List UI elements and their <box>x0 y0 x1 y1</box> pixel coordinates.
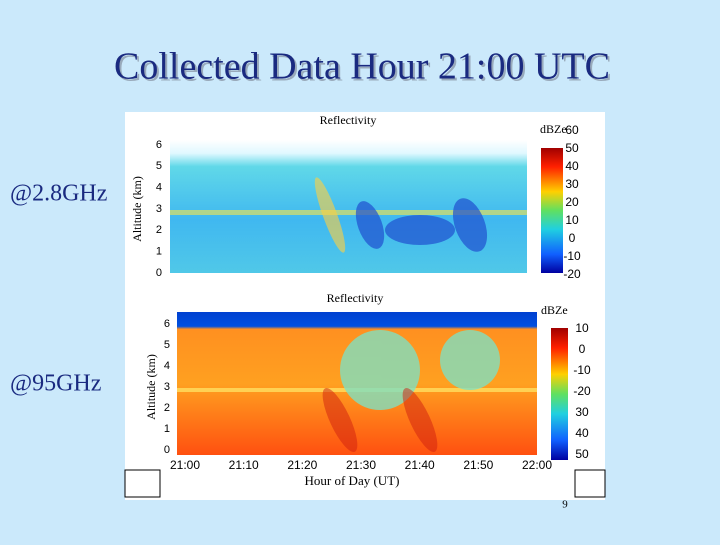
colorbar-label: dBZe <box>540 122 567 136</box>
y-tick-label: 3 <box>156 203 162 215</box>
y-axis-label: Altitude (km) <box>144 354 158 420</box>
page-number: 9 <box>562 499 568 511</box>
box <box>124 469 161 498</box>
y-tick-label: 0 <box>156 267 162 279</box>
x-tick-label: 21:00 <box>170 458 200 472</box>
y-tick-label: 4 <box>164 360 170 372</box>
y-axis-label: Altitude (km) <box>130 176 144 242</box>
box <box>574 469 606 498</box>
colorbar-tick-label: 20 <box>565 195 579 209</box>
title-shadow: Collected Data Hour 21:00 UTC <box>116 48 612 90</box>
bright-band <box>170 210 527 215</box>
colorbar-tick-label: 10 <box>565 213 579 227</box>
colorbar-tick-label: -10 <box>573 363 591 377</box>
colorbar-label: dBZe <box>541 303 568 317</box>
colorbar-tick-label: 40 <box>565 159 579 173</box>
panel-title: Reflectivity <box>320 113 377 127</box>
x-axis-label: Hour of Day (UT) <box>305 473 400 488</box>
colorbar <box>541 148 563 273</box>
colorbar-tick-label: -10 <box>563 249 581 263</box>
y-tick-label: 2 <box>164 402 170 414</box>
radar-streaks <box>340 330 500 410</box>
colorbar <box>551 328 568 460</box>
y-tick-label: 1 <box>164 423 170 435</box>
y-tick-label: 0 <box>164 444 170 456</box>
frequency-label: @2.8GHz <box>10 181 107 207</box>
y-tick-label: 6 <box>164 318 170 330</box>
y-tick-label: 6 <box>156 139 162 151</box>
x-tick-label: 21:20 <box>287 458 317 472</box>
frequency-label: @95GHz <box>10 371 101 397</box>
colorbar-tick-label: 30 <box>575 405 589 419</box>
colorbar-tick-label: -20 <box>563 267 581 281</box>
colorbar-tick-label: -20 <box>573 384 591 398</box>
colorbar-tick-label: 0 <box>579 342 586 356</box>
colorbar-tick-label: 40 <box>575 426 589 440</box>
colorbar-tick-label: 10 <box>575 321 589 335</box>
x-tick-label: 21:50 <box>463 458 493 472</box>
colorbar-tick-label: 50 <box>575 447 589 461</box>
panel-title: Reflectivity <box>327 291 384 305</box>
colorbar-tick-label: 0 <box>569 231 576 245</box>
radar-streaks <box>355 198 488 252</box>
y-tick-label: 5 <box>156 160 162 172</box>
colorbar-tick-label: 50 <box>565 141 579 155</box>
y-tick-label: 1 <box>156 246 162 258</box>
slide-title: Collected Data Hour 21:00 UTC <box>114 46 610 88</box>
y-tick-label: 4 <box>156 182 162 194</box>
x-tick-label: 21:30 <box>346 458 376 472</box>
x-tick-label: 21:10 <box>229 458 259 472</box>
y-tick-label: 5 <box>164 339 170 351</box>
y-tick-label: 2 <box>156 224 162 236</box>
colorbar-tick-label: 60 <box>565 123 579 137</box>
y-tick-label: 3 <box>164 381 170 393</box>
x-tick-label: 21:40 <box>405 458 435 472</box>
colorbar-tick-label: 30 <box>565 177 579 191</box>
x-tick-label: 22:00 <box>522 458 552 472</box>
